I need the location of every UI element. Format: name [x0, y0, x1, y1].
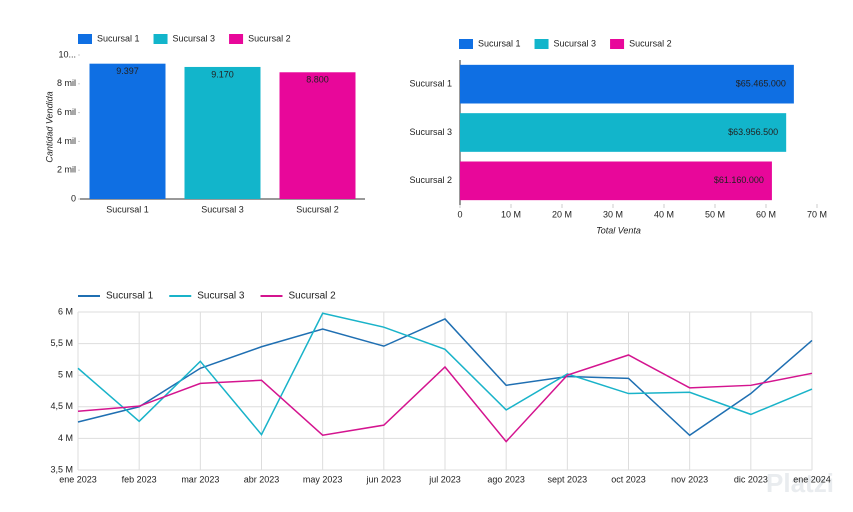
y-tick-label: 6 M [58, 306, 73, 316]
series-line [77, 312, 813, 436]
y-tick-label: 8 mil [57, 78, 76, 88]
x-tick-label: abr 2023 [244, 474, 280, 484]
bar [184, 66, 261, 200]
legend-label: Sucursal 2 [289, 291, 337, 302]
y-tick-label: 0 [71, 193, 76, 203]
y-tick-label: Sucursal 2 [409, 175, 452, 185]
bar [460, 64, 794, 104]
x-tick-label: sept 2023 [548, 474, 588, 484]
y-tick-label: 5 M [58, 370, 73, 380]
x-tick-label: mar 2023 [181, 474, 219, 484]
legend-label: Sucursal 2 [248, 33, 291, 43]
bar [460, 161, 772, 201]
x-tick-label: 10 M [501, 209, 521, 219]
x-tick-label: ene 2024 [793, 474, 831, 484]
y-tick-label: 4 mil [57, 136, 76, 146]
legend-label: Sucursal 1 [106, 291, 154, 302]
legend-label: Sucursal 1 [97, 33, 140, 43]
value-label: $65.465.000 [736, 79, 786, 89]
legend-label: Sucursal 3 [173, 33, 216, 43]
y-tick-label: 3,5 M [50, 464, 73, 474]
watermark: Platzi [766, 468, 834, 498]
y-tick-label: 5,5 M [50, 338, 73, 348]
x-tick-label: 50 M [705, 209, 725, 219]
x-tick-label: may 2023 [303, 474, 343, 484]
x-tick-label: 60 M [756, 209, 776, 219]
x-tick-label: Sucursal 3 [201, 204, 244, 214]
y-tick-label: 2 mil [57, 165, 76, 175]
x-tick-label: oct 2023 [611, 474, 646, 484]
y-tick-label: 6 mil [57, 107, 76, 117]
x-tick-label: ago 2023 [487, 474, 525, 484]
y-tick-label: 4,5 M [50, 401, 73, 411]
x-tick-label: 20 M [552, 209, 572, 219]
x-tick-label: 30 M [603, 209, 623, 219]
legend-label: Sucursal 1 [478, 38, 521, 48]
x-tick-label: 70 M [807, 209, 827, 219]
bar [279, 72, 356, 199]
y-tick-label: 4 M [58, 433, 73, 443]
value-label: 8.800 [306, 75, 329, 85]
legend-label: Sucursal 2 [629, 38, 672, 48]
x-tick-label: dic 2023 [734, 474, 768, 484]
legend-swatch [459, 39, 473, 49]
x-tick-label: 0 [457, 209, 462, 219]
legend-swatch [534, 39, 549, 49]
value-label: $61.160.000 [714, 175, 764, 185]
y-axis-label: Cantidad Vendida [44, 91, 54, 162]
bar [460, 113, 787, 152]
legend-swatch [153, 34, 168, 44]
x-tick-label: 40 M [654, 209, 674, 219]
series-line [77, 318, 813, 437]
x-tick-label: Sucursal 1 [106, 204, 149, 214]
legend-label: Sucursal 3 [197, 291, 245, 302]
legend-swatch [610, 39, 625, 49]
y-tick-label: 10... [58, 49, 76, 59]
x-tick-label: ene 2023 [59, 474, 97, 484]
x-axis-label: Total Venta [596, 225, 641, 235]
x-tick-label: jun 2023 [366, 474, 402, 484]
legend-label: Sucursal 3 [554, 38, 597, 48]
value-label: 9.397 [116, 66, 139, 76]
legend-swatch [78, 34, 92, 44]
bar [89, 63, 166, 200]
series-line [77, 354, 813, 443]
x-tick-label: nov 2023 [671, 474, 708, 484]
x-tick-label: jul 2023 [428, 474, 461, 484]
y-tick-label: Sucursal 3 [409, 127, 452, 137]
value-label: $63.956.500 [728, 127, 778, 137]
y-tick-label: Sucursal 1 [409, 79, 452, 89]
value-label: 9.170 [211, 69, 234, 79]
x-tick-label: Sucursal 2 [296, 204, 339, 214]
legend-swatch [229, 34, 244, 44]
x-tick-label: feb 2023 [122, 474, 157, 484]
